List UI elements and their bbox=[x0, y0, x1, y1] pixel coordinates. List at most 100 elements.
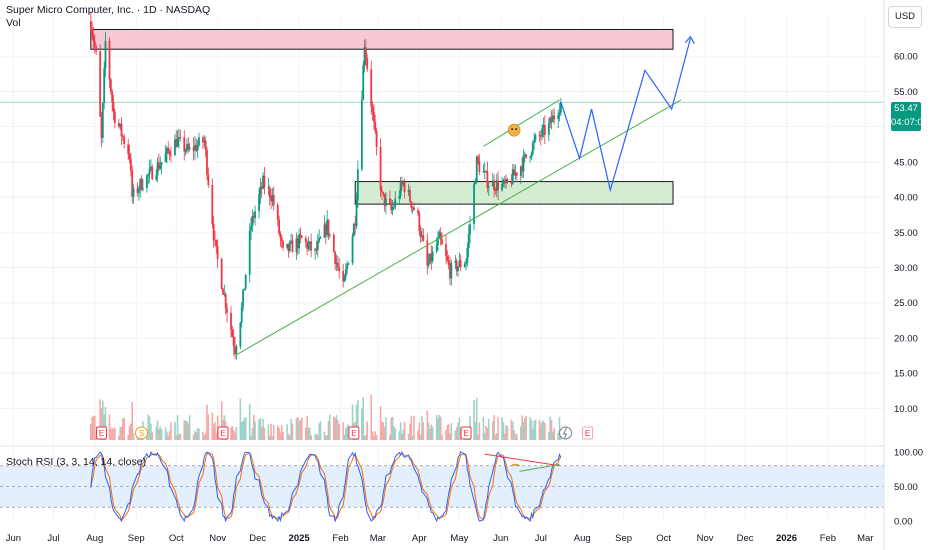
candle-body bbox=[326, 219, 329, 235]
candle-body bbox=[230, 312, 232, 330]
volume-bar bbox=[519, 426, 522, 440]
volume-bar bbox=[122, 418, 124, 440]
volume-bar bbox=[514, 434, 517, 440]
time-tick: Apr bbox=[412, 533, 427, 544]
volume-bar bbox=[288, 435, 291, 440]
candle-body bbox=[132, 188, 135, 197]
candle-body bbox=[155, 175, 158, 180]
candle-body bbox=[379, 146, 382, 191]
candle-body bbox=[204, 140, 207, 150]
price-tick: 60.00 bbox=[894, 52, 918, 63]
volume-bar bbox=[130, 423, 132, 440]
volume-bar bbox=[548, 432, 550, 440]
candle-body bbox=[263, 175, 266, 188]
candle-body bbox=[543, 124, 546, 135]
candle-body bbox=[308, 241, 311, 245]
candle-body bbox=[234, 346, 236, 354]
resistance-zone bbox=[90, 28, 674, 50]
candle-body bbox=[473, 184, 475, 225]
earnings-marker bbox=[217, 426, 229, 440]
volume-bar bbox=[102, 400, 104, 440]
volume-bar bbox=[232, 429, 235, 440]
candle-body bbox=[183, 137, 186, 152]
volume-bar bbox=[495, 433, 498, 440]
volume-bar bbox=[506, 426, 509, 440]
volume-bar bbox=[111, 427, 113, 440]
volume-bar bbox=[482, 416, 485, 440]
volume-bar bbox=[287, 433, 290, 440]
price-tick: 10.00 bbox=[894, 404, 918, 415]
candle-body bbox=[248, 230, 251, 275]
volume-bar bbox=[186, 421, 188, 440]
candle-body bbox=[445, 244, 447, 256]
volume-bar bbox=[94, 415, 96, 440]
candle-body bbox=[101, 103, 104, 138]
ascending-support-trendline bbox=[234, 99, 682, 356]
volume-bar bbox=[306, 416, 308, 440]
volume-bar bbox=[244, 417, 247, 440]
volume-bar bbox=[194, 430, 196, 440]
volume-bar bbox=[310, 435, 312, 440]
volume-bar bbox=[403, 421, 406, 440]
candle-body bbox=[459, 260, 462, 267]
volume-bar bbox=[279, 432, 282, 440]
candle-body bbox=[523, 154, 526, 156]
candle-body bbox=[491, 180, 494, 187]
volume-bar bbox=[538, 420, 541, 440]
candle-body bbox=[342, 271, 345, 282]
candle-body bbox=[136, 188, 139, 193]
volume-bar bbox=[510, 419, 513, 440]
candle-body bbox=[211, 184, 214, 225]
volume-bar bbox=[473, 399, 475, 440]
volume-bar bbox=[394, 428, 397, 440]
candle-body bbox=[92, 34, 95, 42]
volume-bar bbox=[248, 404, 251, 440]
volume-bar bbox=[429, 428, 431, 440]
volume-bar bbox=[402, 429, 405, 440]
candle-body bbox=[195, 144, 198, 151]
candle-body bbox=[494, 190, 497, 192]
candle-body bbox=[334, 251, 337, 264]
emoji-eye bbox=[515, 128, 518, 131]
volume-bar bbox=[474, 421, 477, 440]
volume-bar bbox=[475, 397, 478, 440]
volume-bar bbox=[375, 435, 378, 440]
candle-body bbox=[140, 179, 143, 190]
currency-button[interactable]: USD bbox=[888, 6, 922, 28]
volume-bar bbox=[485, 426, 487, 440]
volume-bar bbox=[445, 430, 447, 440]
volume-bar bbox=[447, 424, 450, 440]
volume-bar bbox=[131, 402, 133, 440]
candle-body bbox=[435, 245, 438, 252]
candle-body bbox=[215, 239, 218, 247]
candle-body bbox=[95, 46, 98, 52]
volume-bar bbox=[557, 432, 559, 440]
candle-body bbox=[207, 174, 210, 185]
candle-body bbox=[226, 307, 228, 313]
candle-body bbox=[99, 51, 102, 117]
volume-bar bbox=[307, 427, 310, 440]
stoch-tick: 0.00 bbox=[894, 517, 913, 528]
volume-bar bbox=[282, 431, 284, 440]
volume-bar bbox=[379, 406, 382, 440]
volume-bar bbox=[270, 423, 272, 440]
candle-body bbox=[393, 206, 395, 208]
candle-body bbox=[159, 165, 162, 169]
volume-bar bbox=[419, 435, 422, 440]
candle-body bbox=[497, 180, 499, 191]
time-tick: Jun bbox=[6, 533, 21, 544]
candle-body bbox=[477, 156, 479, 162]
earnings-marker bbox=[582, 426, 594, 440]
candle-body bbox=[559, 102, 562, 113]
volume-bar bbox=[417, 430, 419, 440]
candle-body bbox=[417, 210, 419, 213]
volume-bar bbox=[268, 435, 271, 440]
price-tick: 45.00 bbox=[894, 157, 918, 168]
candle-body bbox=[439, 232, 442, 240]
volume-bar bbox=[487, 418, 490, 440]
candle-body bbox=[557, 114, 560, 119]
volume-bar bbox=[552, 431, 554, 440]
candle-body bbox=[306, 241, 309, 249]
candle-body bbox=[381, 190, 383, 193]
